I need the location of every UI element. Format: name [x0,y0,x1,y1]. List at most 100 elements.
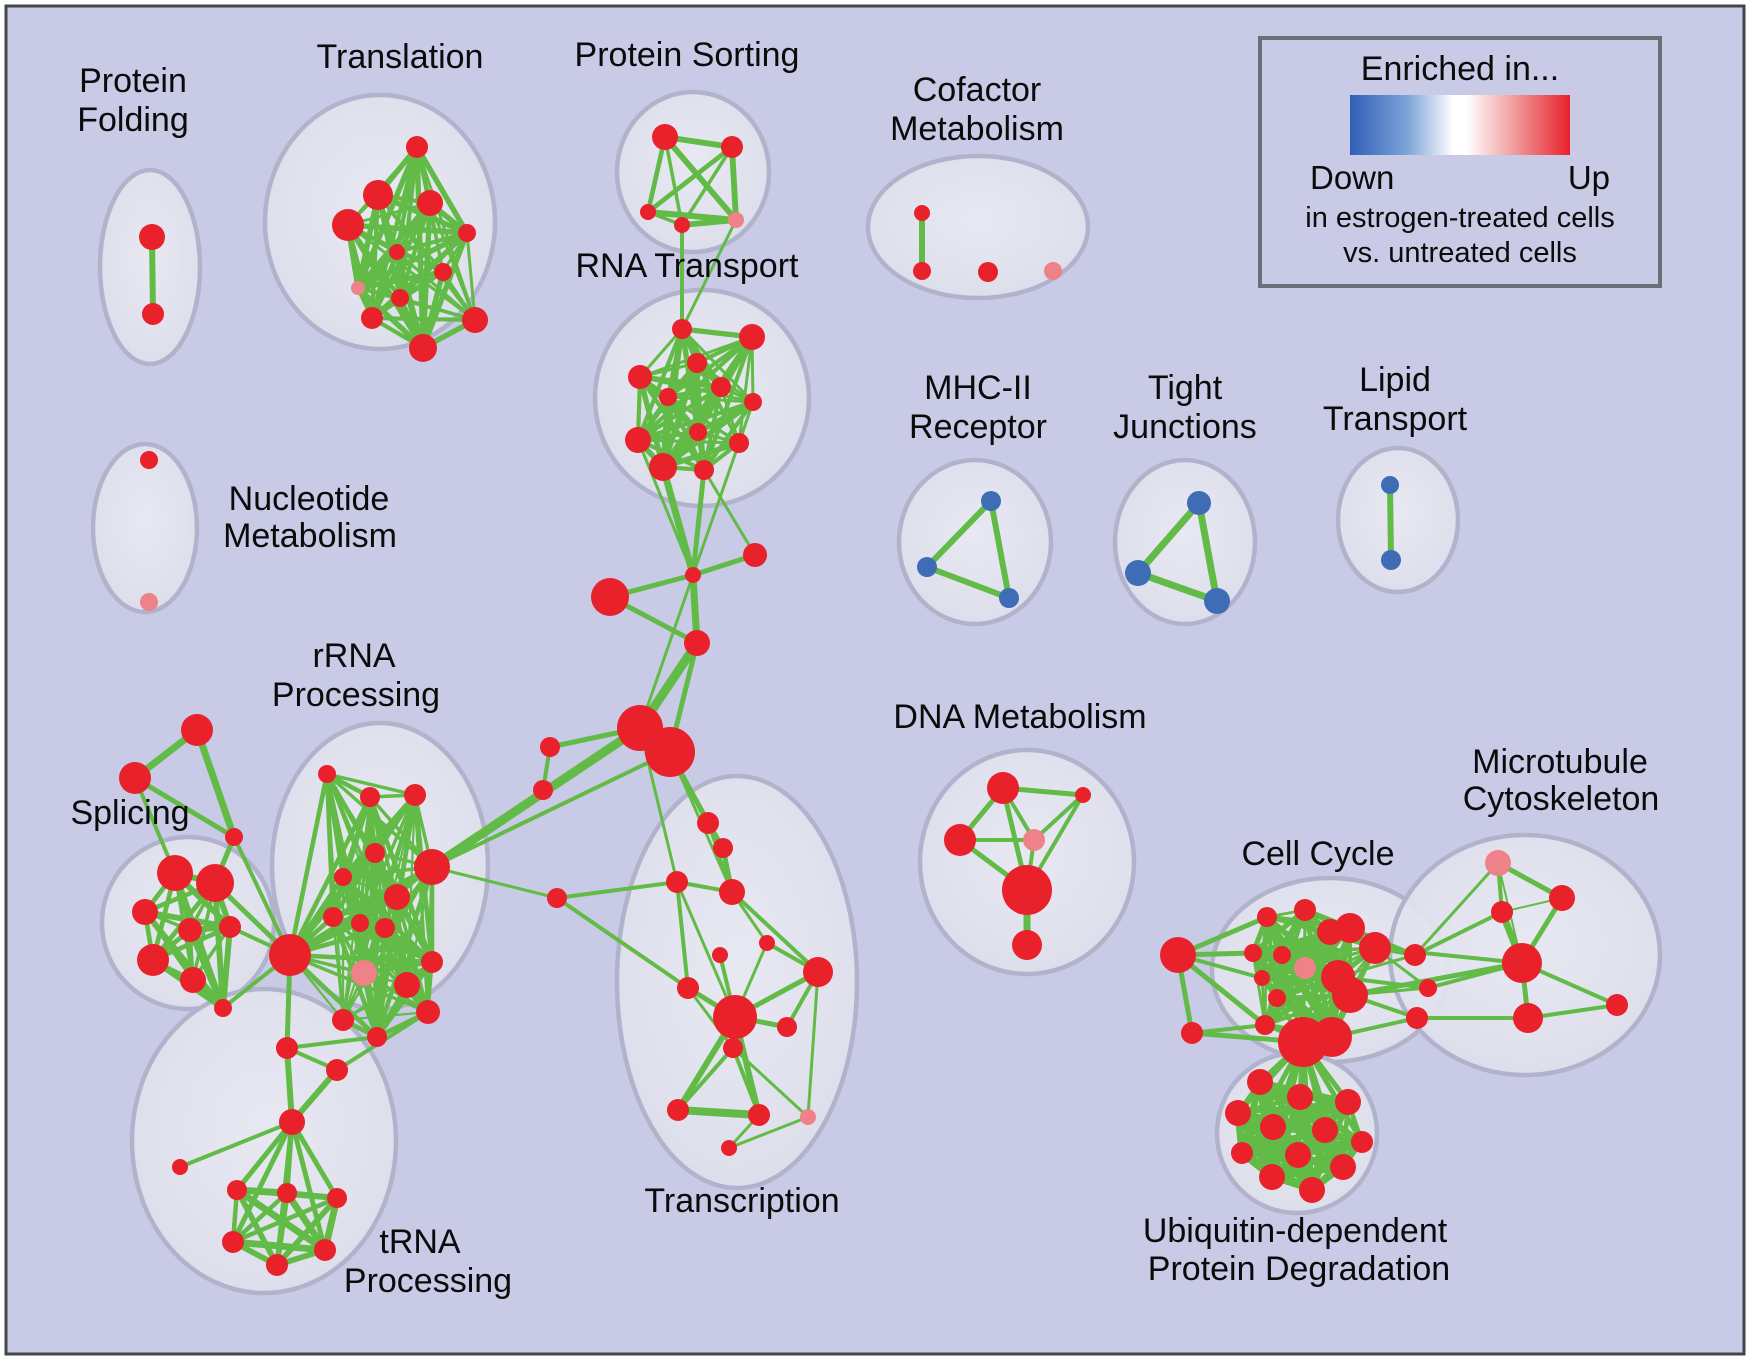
network-node[interactable] [142,303,164,325]
network-node[interactable] [1247,1069,1273,1095]
network-node[interactable] [214,999,232,1017]
network-node[interactable] [332,209,364,241]
network-node[interactable] [1187,491,1211,515]
network-node[interactable] [140,451,158,469]
network-node[interactable] [987,772,1019,804]
network-node[interactable] [132,899,158,925]
network-node[interactable] [645,727,695,777]
network-node[interactable] [697,812,719,834]
network-node[interactable] [1606,994,1628,1016]
network-node[interactable] [759,935,775,951]
network-node[interactable] [351,960,377,986]
network-node[interactable] [1294,899,1316,921]
network-node[interactable] [800,1109,816,1125]
network-node[interactable] [219,916,241,938]
network-node[interactable] [723,1038,743,1058]
network-node[interactable] [739,324,765,350]
network-node[interactable] [591,578,629,616]
network-node[interactable] [667,1099,689,1121]
network-node[interactable] [684,630,710,656]
network-node[interactable] [225,828,243,846]
network-node[interactable] [628,365,652,389]
network-node[interactable] [416,1000,440,1024]
network-node[interactable] [334,868,352,886]
network-node[interactable] [269,934,311,976]
network-node[interactable] [1181,1022,1203,1044]
network-node[interactable] [659,388,677,406]
network-node[interactable] [119,762,151,794]
network-node[interactable] [1204,588,1230,614]
network-node[interactable] [1231,1142,1253,1164]
network-node[interactable] [394,972,420,998]
network-node[interactable] [327,1188,347,1208]
network-node[interactable] [1359,932,1391,964]
network-node[interactable] [332,1009,354,1031]
network-node[interactable] [180,967,206,993]
network-node[interactable] [140,593,158,611]
network-node[interactable] [279,1109,305,1135]
network-node[interactable] [687,353,707,373]
network-node[interactable] [1330,1154,1356,1180]
network-node[interactable] [917,557,937,577]
network-node[interactable] [178,918,202,942]
network-node[interactable] [434,263,452,281]
network-node[interactable] [533,780,553,800]
network-node[interactable] [1549,885,1575,911]
network-node[interactable] [713,995,757,1039]
network-node[interactable] [1285,1142,1311,1168]
network-node[interactable] [1075,787,1091,803]
network-node[interactable] [713,838,733,858]
network-node[interactable] [1160,937,1196,973]
network-node[interactable] [1502,943,1542,983]
network-node[interactable] [672,319,692,339]
network-node[interactable] [222,1231,244,1253]
network-node[interactable] [1244,944,1262,962]
network-node[interactable] [1299,1177,1325,1203]
network-node[interactable] [913,262,931,280]
network-node[interactable] [314,1239,336,1261]
network-node[interactable] [139,224,165,250]
network-node[interactable] [1273,946,1291,964]
network-node[interactable] [547,888,567,908]
network-node[interactable] [375,918,395,938]
network-node[interactable] [1268,989,1286,1007]
network-node[interactable] [1381,476,1399,494]
network-node[interactable] [365,843,385,863]
network-node[interactable] [677,977,699,999]
network-node[interactable] [367,1027,387,1047]
network-node[interactable] [1406,1007,1428,1029]
network-node[interactable] [1317,919,1343,945]
network-node[interactable] [685,567,701,583]
network-node[interactable] [462,307,488,333]
network-node[interactable] [389,244,405,260]
network-node[interactable] [363,180,393,210]
network-node[interactable] [421,951,443,973]
network-node[interactable] [721,136,743,158]
network-node[interactable] [277,1183,297,1203]
network-node[interactable] [326,1059,348,1081]
network-node[interactable] [157,855,193,891]
network-node[interactable] [1419,979,1437,997]
network-node[interactable] [360,787,380,807]
network-node[interactable] [666,871,688,893]
network-node[interactable] [323,907,343,927]
network-node[interactable] [640,204,656,220]
network-node[interactable] [1012,930,1042,960]
network-node[interactable] [777,1017,797,1037]
network-node[interactable] [1287,1084,1313,1110]
network-node[interactable] [196,864,234,902]
network-node[interactable] [181,714,213,746]
network-node[interactable] [351,914,369,932]
network-node[interactable] [694,460,714,480]
network-node[interactable] [728,212,744,228]
network-node[interactable] [744,393,762,411]
network-node[interactable] [1002,865,1052,915]
network-node[interactable] [1491,901,1513,923]
network-node[interactable] [803,957,833,987]
network-node[interactable] [712,947,728,963]
network-node[interactable] [414,849,450,885]
network-node[interactable] [172,1159,188,1175]
network-node[interactable] [1351,1131,1373,1153]
network-node[interactable] [409,334,437,362]
network-node[interactable] [351,281,365,295]
